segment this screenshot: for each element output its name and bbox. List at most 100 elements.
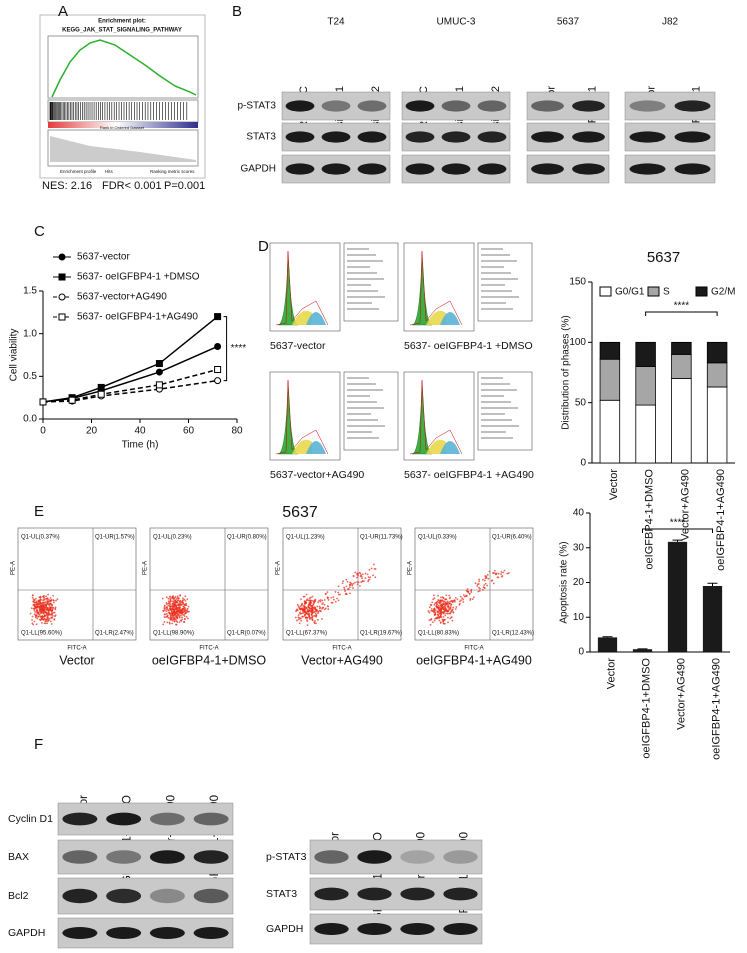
quadrant-label: Q1-UR(1.57%): [95, 535, 135, 541]
event-dot: [456, 598, 459, 601]
event-dot: [305, 593, 308, 596]
event-dot: [184, 612, 187, 615]
event-dot: [446, 612, 449, 615]
event-dot: [437, 608, 440, 611]
event-dot: [163, 607, 166, 610]
event-dot: [48, 617, 51, 620]
event-dot: [479, 587, 481, 590]
histogram-s: [426, 439, 446, 454]
event-dot: [439, 596, 442, 599]
event-dot: [171, 616, 174, 619]
event-dot: [174, 617, 176, 620]
x-axis-label: FITC-A: [199, 646, 218, 652]
event-dot: [176, 615, 179, 617]
event-dot: [507, 572, 510, 574]
blot-band: [443, 887, 478, 901]
event-dot: [47, 610, 50, 613]
event-dot: [311, 619, 314, 622]
event-dot: [431, 601, 434, 604]
event-dot: [313, 602, 315, 604]
event-dot: [437, 604, 440, 607]
legend-label: 5637- oeIGFBP4-1+AG490: [77, 312, 198, 323]
event-dot: [455, 606, 458, 608]
event-dot: [181, 618, 183, 621]
significance-bracket: [642, 528, 713, 533]
histogram-info-box: [343, 242, 399, 322]
blot-band: [149, 850, 185, 864]
event-dot: [323, 608, 326, 611]
event-dot: [169, 595, 172, 598]
event-dot: [315, 614, 318, 617]
event-dot: [171, 611, 174, 613]
event-dot: [169, 616, 172, 619]
event-dot: [175, 611, 178, 613]
event-dot: [165, 596, 168, 599]
event-dot: [169, 598, 172, 601]
event-dot: [172, 602, 175, 605]
event-dot: [492, 572, 495, 574]
event-dot: [306, 620, 309, 623]
event-dot: [444, 598, 447, 601]
blot-band: [106, 850, 142, 864]
event-dot: [300, 607, 303, 610]
x-tick-label: Vector: [605, 658, 617, 690]
blot-row-label: Cyclin D1: [8, 813, 53, 825]
x-tick-label: oeIGFBP4-1+AG490: [715, 469, 727, 571]
event-dot: [297, 616, 300, 619]
event-dot: [360, 575, 363, 578]
event-dot: [308, 618, 311, 620]
event-dot: [305, 611, 307, 614]
error-bar: [602, 636, 613, 638]
blot-band: [477, 100, 507, 112]
blot-band: [531, 131, 564, 143]
event-dot: [40, 612, 43, 614]
y-tick-label: 50: [575, 397, 587, 408]
event-dot: [182, 614, 185, 616]
event-dot: [454, 608, 457, 610]
event-dot: [54, 606, 57, 609]
event-dot: [311, 609, 313, 612]
event-dot: [347, 588, 350, 591]
event-dot: [478, 578, 480, 581]
event-dot: [433, 619, 436, 622]
histogram-s: [426, 310, 446, 325]
event-dot: [447, 601, 449, 604]
event-dot: [331, 601, 334, 604]
marker: [97, 390, 105, 398]
event-dot: [484, 575, 487, 577]
event-dot: [483, 587, 486, 589]
event-dot: [306, 608, 309, 611]
event-dot: [372, 574, 374, 577]
x-tick-label: oeIGFBP4-1+AG490: [710, 658, 722, 760]
event-dot: [184, 608, 187, 610]
marker: [155, 381, 163, 389]
event-dot: [433, 607, 436, 610]
event-dot: [477, 583, 480, 585]
x-tick-label: 0: [40, 426, 46, 437]
event-dot: [54, 614, 57, 617]
event-dot: [44, 620, 47, 623]
event-dot: [438, 615, 441, 618]
event-dot: [334, 591, 337, 593]
histogram-s: [292, 439, 312, 454]
event-dot: [41, 616, 44, 619]
event-dot: [492, 582, 495, 585]
blot-band: [531, 100, 564, 112]
event-dot: [45, 620, 48, 623]
x-tick-label: oeIGFBP4-1+DMSO: [640, 658, 652, 759]
event-dot: [181, 603, 184, 606]
event-dot: [358, 571, 361, 574]
blot-row-label: STAT3: [266, 888, 297, 900]
bar-segment: [599, 341, 621, 360]
marker: [214, 377, 222, 385]
event-dot: [435, 605, 438, 608]
event-dot: [32, 607, 35, 610]
event-dot: [164, 609, 166, 612]
event-dot: [31, 618, 33, 621]
event-dot: [42, 599, 45, 602]
event-dot: [361, 577, 363, 580]
event-dot: [433, 597, 436, 600]
event-dot: [352, 582, 355, 585]
event-dot: [374, 576, 377, 579]
event-dot: [169, 608, 171, 610]
